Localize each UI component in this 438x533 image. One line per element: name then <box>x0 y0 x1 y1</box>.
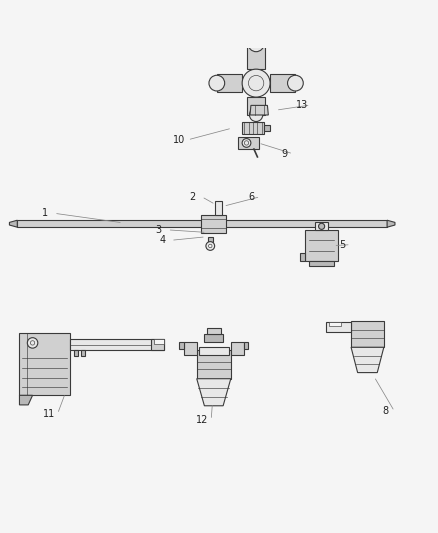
Polygon shape <box>247 44 265 69</box>
Circle shape <box>318 223 325 229</box>
Bar <box>154 340 163 344</box>
Polygon shape <box>315 222 328 230</box>
Text: 3: 3 <box>155 225 162 235</box>
Text: 1: 1 <box>42 208 48 218</box>
Circle shape <box>242 69 270 97</box>
Polygon shape <box>19 395 32 405</box>
Polygon shape <box>201 215 226 233</box>
Polygon shape <box>242 123 265 134</box>
Bar <box>74 350 78 356</box>
Polygon shape <box>351 321 384 348</box>
Text: 8: 8 <box>383 407 389 416</box>
Text: 10: 10 <box>173 135 185 145</box>
Polygon shape <box>238 137 259 149</box>
Circle shape <box>242 139 251 147</box>
Polygon shape <box>300 253 305 261</box>
Polygon shape <box>197 379 231 406</box>
Polygon shape <box>309 261 335 266</box>
Polygon shape <box>19 333 70 395</box>
Polygon shape <box>305 230 338 261</box>
Circle shape <box>248 36 264 52</box>
Polygon shape <box>70 340 163 350</box>
Polygon shape <box>326 322 351 332</box>
Circle shape <box>27 338 38 348</box>
Text: 11: 11 <box>42 409 55 419</box>
Text: 13: 13 <box>296 100 308 110</box>
Circle shape <box>288 75 303 91</box>
Polygon shape <box>10 220 17 227</box>
Polygon shape <box>387 220 395 227</box>
Bar <box>215 200 222 215</box>
Polygon shape <box>250 106 268 115</box>
Bar <box>208 241 212 244</box>
Bar <box>81 350 85 356</box>
Bar <box>207 328 221 334</box>
Polygon shape <box>247 97 265 115</box>
Bar <box>199 347 229 354</box>
Text: 4: 4 <box>159 235 165 245</box>
Polygon shape <box>151 340 163 350</box>
Bar <box>197 350 231 379</box>
Bar <box>329 322 341 326</box>
Polygon shape <box>179 342 184 350</box>
Polygon shape <box>217 75 242 92</box>
Polygon shape <box>244 342 248 350</box>
Circle shape <box>249 108 263 122</box>
Polygon shape <box>265 125 270 131</box>
Polygon shape <box>351 348 384 373</box>
Text: 6: 6 <box>249 192 255 201</box>
Bar <box>208 237 213 241</box>
Text: 2: 2 <box>190 192 196 201</box>
Bar <box>204 334 223 342</box>
Text: 12: 12 <box>196 415 208 425</box>
Bar <box>17 220 387 227</box>
Polygon shape <box>231 342 244 354</box>
Text: 9: 9 <box>282 149 288 159</box>
Circle shape <box>208 244 212 248</box>
Circle shape <box>209 75 225 91</box>
Polygon shape <box>270 75 295 92</box>
Circle shape <box>206 241 215 251</box>
Polygon shape <box>184 342 197 354</box>
Text: 5: 5 <box>339 240 345 249</box>
